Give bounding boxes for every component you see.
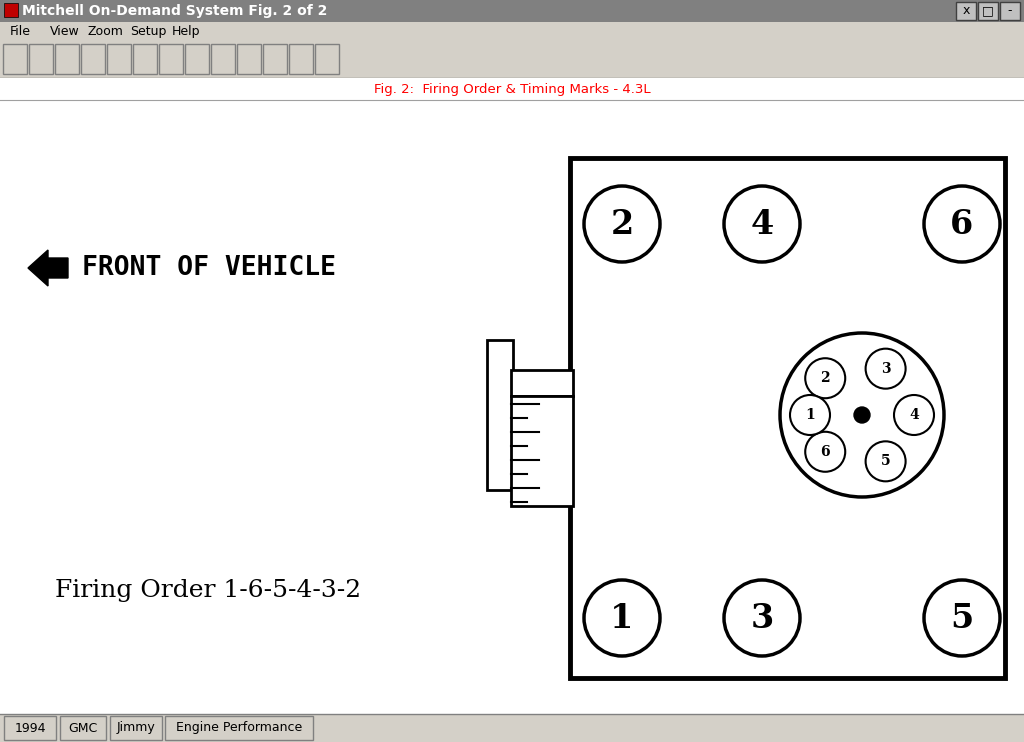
Bar [978,2,998,20]
Text: Mitchell On-Demand System Fig. 2 of 2: Mitchell On-Demand System Fig. 2 of 2 [22,4,328,18]
Text: View: View [50,25,80,38]
Circle shape [584,186,660,262]
Bar [570,158,1005,678]
Text: 3: 3 [751,602,773,634]
Text: 2: 2 [610,208,634,240]
Text: 6: 6 [820,444,830,459]
Circle shape [790,395,830,435]
Bar [185,44,209,74]
Bar [4,716,56,740]
Text: Firing Order 1-6-5-4-3-2: Firing Order 1-6-5-4-3-2 [55,579,361,602]
Bar [106,44,131,74]
Circle shape [805,432,845,472]
Text: 1994: 1994 [14,721,46,735]
Bar [0,22,1024,41]
Text: x: x [963,4,970,18]
Bar [0,100,1024,714]
Text: FRONT OF VEHICLE: FRONT OF VEHICLE [82,255,336,281]
Circle shape [865,441,905,482]
Bar [0,714,1024,742]
Text: Jimmy: Jimmy [117,721,156,735]
Text: GMC: GMC [69,721,97,735]
Circle shape [584,580,660,656]
Text: 5: 5 [950,602,974,634]
Text: 2: 2 [820,371,830,385]
Bar [60,716,106,740]
Text: 5: 5 [881,454,891,468]
Bar [29,44,53,74]
Text: Setup: Setup [130,25,166,38]
Text: File: File [10,25,31,38]
Bar [956,2,976,20]
Text: Zoom: Zoom [87,25,123,38]
Bar [237,44,261,74]
Circle shape [724,186,800,262]
Bar [110,716,162,740]
Circle shape [924,186,1000,262]
Bar [315,44,339,74]
Bar [211,44,234,74]
Bar [511,370,573,396]
Text: Help: Help [172,25,201,38]
Bar [55,44,79,74]
Text: 6: 6 [950,208,974,240]
Bar [165,716,313,740]
Polygon shape [28,250,68,286]
Bar [263,44,287,74]
Text: Engine Performance: Engine Performance [176,721,302,735]
Text: -: - [1008,4,1013,18]
Bar [81,44,105,74]
Bar [0,78,1024,100]
Bar [487,340,513,490]
Bar [3,44,27,74]
Bar [4,3,18,17]
Circle shape [780,333,944,497]
Text: 1: 1 [805,408,815,422]
Circle shape [854,407,870,423]
Text: Fig. 2:  Firing Order & Timing Marks - 4.3L: Fig. 2: Firing Order & Timing Marks - 4.… [374,82,650,96]
Text: 1: 1 [610,602,634,634]
Circle shape [805,358,845,398]
Bar [0,41,1024,78]
Text: 4: 4 [909,408,919,422]
Text: □: □ [982,4,994,18]
Bar [0,0,1024,22]
Circle shape [924,580,1000,656]
Text: 4: 4 [751,208,773,240]
Circle shape [724,580,800,656]
Text: 3: 3 [881,361,891,375]
Bar [133,44,157,74]
Circle shape [865,349,905,389]
Bar [1000,2,1020,20]
Circle shape [894,395,934,435]
Bar [159,44,183,74]
Bar [289,44,313,74]
Bar [511,396,573,506]
